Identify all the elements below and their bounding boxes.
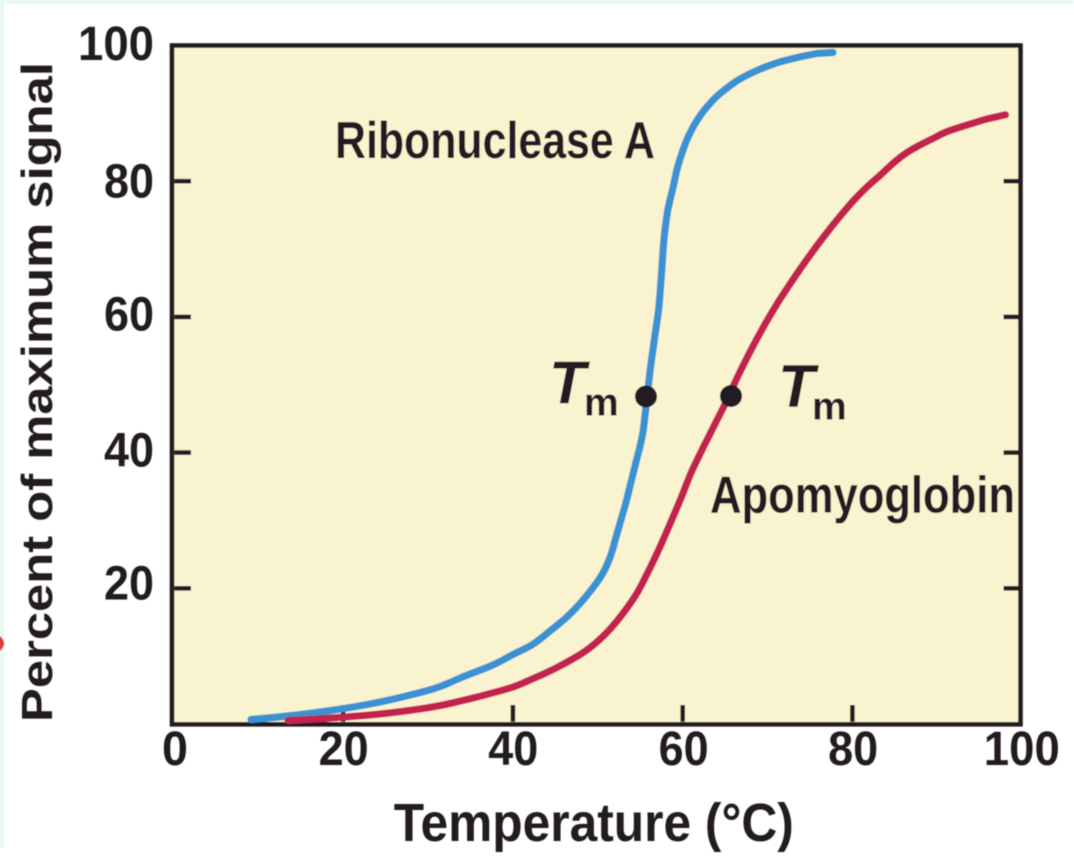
- svg-text:80: 80: [104, 156, 154, 209]
- svg-text:T: T: [778, 353, 819, 420]
- svg-text:Temperature (°C): Temperature (°C): [394, 793, 794, 853]
- svg-text:T: T: [549, 350, 590, 417]
- svg-text:20: 20: [319, 723, 369, 776]
- svg-text:40: 40: [488, 723, 538, 776]
- svg-text:20: 20: [104, 558, 154, 611]
- svg-text:m: m: [812, 386, 847, 429]
- svg-text:Ribonuclease A: Ribonuclease A: [335, 112, 655, 170]
- svg-text:60: 60: [659, 723, 709, 776]
- svg-text:100: 100: [984, 723, 1060, 776]
- svg-text:m: m: [584, 382, 619, 425]
- svg-text:0: 0: [162, 723, 188, 776]
- svg-text:100: 100: [78, 18, 154, 71]
- svg-text:80: 80: [828, 723, 878, 776]
- svg-text:60: 60: [104, 289, 154, 342]
- svg-text:Apomyoglobin: Apomyoglobin: [710, 467, 1015, 525]
- svg-text:Percent of maximum signal: Percent of maximum signal: [13, 62, 62, 722]
- svg-text:40: 40: [104, 424, 154, 477]
